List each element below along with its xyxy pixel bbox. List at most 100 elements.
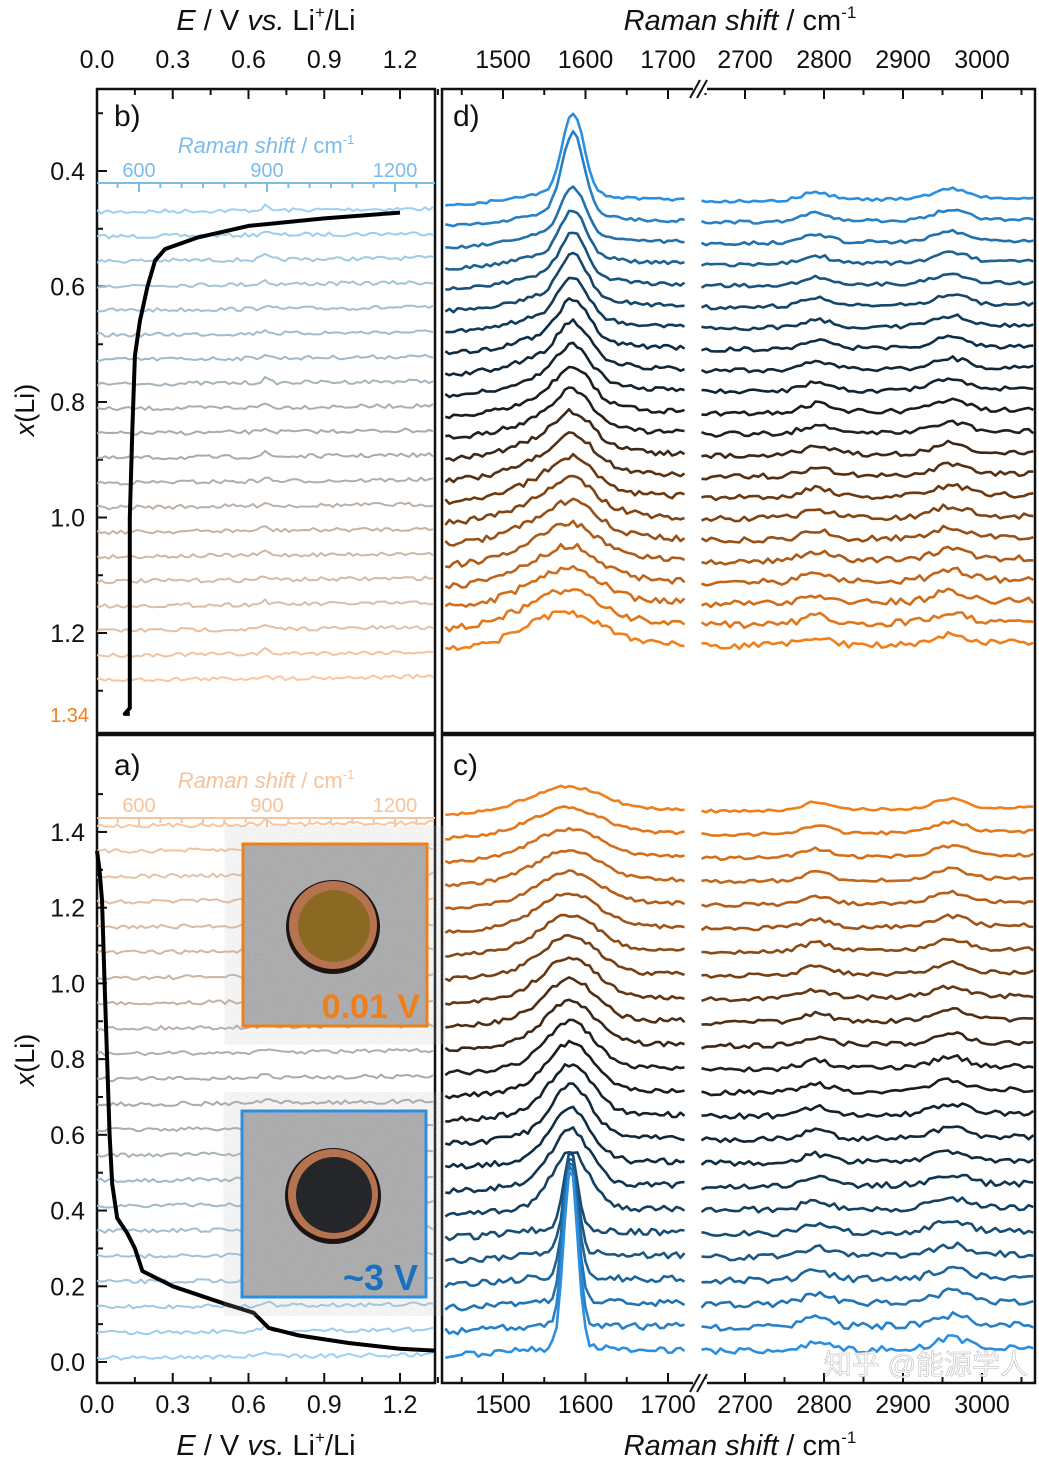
spectrum-c-15-left: [445, 1105, 685, 1170]
spectrum-c-13-left: [445, 1063, 686, 1123]
spectrum-d-8-right: [700, 355, 1034, 374]
inner-raman-tick-label-a: 1200: [373, 795, 418, 817]
spectrum-b-16: [97, 598, 434, 609]
y-tick-label-a: 0.2: [50, 1273, 85, 1301]
spectrum-a-21: [97, 1351, 434, 1361]
y-tick-label-a: 0.6: [50, 1122, 85, 1150]
spectrum-c-6-right: [701, 937, 1034, 956]
top-raman-axis-title: Raman shift / cm-1: [624, 3, 857, 37]
spectrum-c-19-right: [701, 1241, 1034, 1262]
spectrum-d-3-left: [444, 209, 685, 271]
top-x-axis-title: E / V vs. Li+/Li: [176, 3, 355, 37]
spectrum-d-1-left: [445, 130, 685, 228]
spectrum-b-4: [97, 304, 434, 313]
inner-raman-tick-label-a: 900: [250, 795, 283, 817]
y-tick-label-b: 1.0: [50, 505, 85, 533]
spectrum-d-10-right: [701, 397, 1034, 417]
inset-photo-3V: ~3 V: [240, 1109, 428, 1299]
spectrum-c-2-right: [701, 844, 1034, 861]
spectrum-c-21-right: [700, 1287, 1034, 1309]
spectrum-c-10-left: [444, 998, 685, 1053]
spectrum-a-11: [97, 1097, 434, 1108]
y-tick-label-b: 0.8: [50, 389, 85, 417]
spectrum-d-16-right: [700, 524, 1034, 544]
e-tick-label-bottom: 0.9: [307, 1391, 342, 1419]
spectrum-c-6-left: [445, 913, 685, 958]
spectrum-c-18-left: [444, 1151, 685, 1242]
spectrum-d-13-right: [701, 461, 1034, 481]
spectrum-d-1-right: [701, 208, 1034, 225]
panel-label-a: a): [114, 749, 141, 782]
raman-tick-label-bottom: 2700: [717, 1391, 773, 1419]
inner-raman-tick-label-b: 1200: [373, 160, 418, 182]
axis-break-top-gap: [693, 85, 707, 93]
spectrum-b-5: [97, 328, 434, 339]
y-axis-title-b: x(Li): [10, 384, 40, 439]
spectrum-c-17-right: [700, 1196, 1034, 1214]
spectrum-d-0-left: [445, 112, 685, 207]
axis-break-top: [689, 79, 708, 99]
spectrum-c-10-right: [701, 1031, 1034, 1050]
y-axis-title-a: x(Li): [10, 1034, 40, 1089]
spectrum-c-12-right: [701, 1077, 1034, 1097]
spectrum-d-4-left: [445, 231, 686, 291]
spectrum-c-3-right: [701, 866, 1034, 885]
inner-raman-tick-label-b: 900: [250, 160, 283, 182]
spectrum-c-12-left: [444, 1039, 685, 1100]
y-tick-label-a: 0.0: [50, 1349, 85, 1377]
spectrum-d-11-left: [445, 386, 685, 440]
spectrum-d-5-right: [700, 293, 1034, 311]
spectrum-d-16-left: [444, 497, 686, 547]
spectrum-d-8-left: [444, 318, 685, 377]
spectrum-d-6-right: [701, 313, 1034, 332]
bottom-raman-axis-title: Raman shift / cm-1: [624, 1428, 857, 1462]
spectrum-d-9-left: [444, 341, 685, 399]
panel-d-spectra: [444, 112, 1035, 651]
spectrum-c-20-right: [701, 1265, 1034, 1285]
spectrum-b-8: [97, 402, 434, 412]
spectrum-d-17-right: [701, 545, 1034, 566]
spectrum-d-2-right: [700, 228, 1034, 247]
spectrum-d-19-right: [701, 587, 1035, 609]
spectrum-d-20-left: [444, 588, 686, 633]
spectrum-d-14-left: [444, 452, 685, 505]
spectrum-c-5-right: [700, 913, 1034, 932]
raman-tick-label-top: 1600: [558, 46, 614, 74]
raman-tick-label-bottom: 2900: [875, 1391, 931, 1419]
spectrum-c-0-right: [701, 796, 1034, 814]
bottom-x-axis-title: E / V vs. Li+/Li: [176, 1428, 355, 1462]
spectrum-c-16-left: [445, 1126, 685, 1195]
axis-break-bottom-gap: [693, 1379, 707, 1387]
voltage-curve-b: [122, 210, 401, 716]
electrode-gold: [298, 890, 370, 962]
panel-label-d: d): [453, 100, 480, 133]
inset-photo-0.01V: 0.01 V: [241, 842, 429, 1028]
spectrum-d-7-left: [444, 297, 686, 356]
spectrum-c-9-left: [445, 976, 686, 1029]
spectrum-c-14-left: [444, 1082, 685, 1146]
e-tick-label-top: 0.9: [307, 46, 342, 74]
inner-raman-title-a: Raman shift / cm-1: [178, 767, 355, 793]
spectrum-c-17-left: [444, 1151, 686, 1218]
spectrum-b-3: [97, 278, 434, 289]
spectrum-b-19: [97, 673, 434, 683]
e-tick-label-bottom: 0.3: [155, 1391, 190, 1419]
spectrum-b-18: [97, 646, 434, 659]
y-tick-label-a: 0.8: [50, 1046, 85, 1074]
spectrum-b-17: [97, 624, 434, 633]
spectrum-d-2-left: [445, 185, 685, 250]
spectrum-b-14: [97, 549, 434, 560]
spectrum-c-14-right: [700, 1125, 1035, 1144]
e-tick-label-top: 0.0: [80, 46, 115, 74]
spectrum-c-18-right: [701, 1220, 1034, 1238]
spectrum-d-5-left: [444, 251, 685, 314]
e-tick-label-bottom: 0.6: [231, 1391, 266, 1419]
panel-d-frame: [440, 87, 1037, 735]
y-tick-label-a: 1.2: [50, 895, 85, 923]
spectrum-b-10: [97, 449, 434, 461]
y-tick-label-b: 0.4: [50, 158, 85, 186]
spectrum-d-6-left: [445, 276, 686, 334]
spectrum-c-0-left: [445, 784, 685, 817]
spectrum-a-0: [97, 817, 434, 829]
